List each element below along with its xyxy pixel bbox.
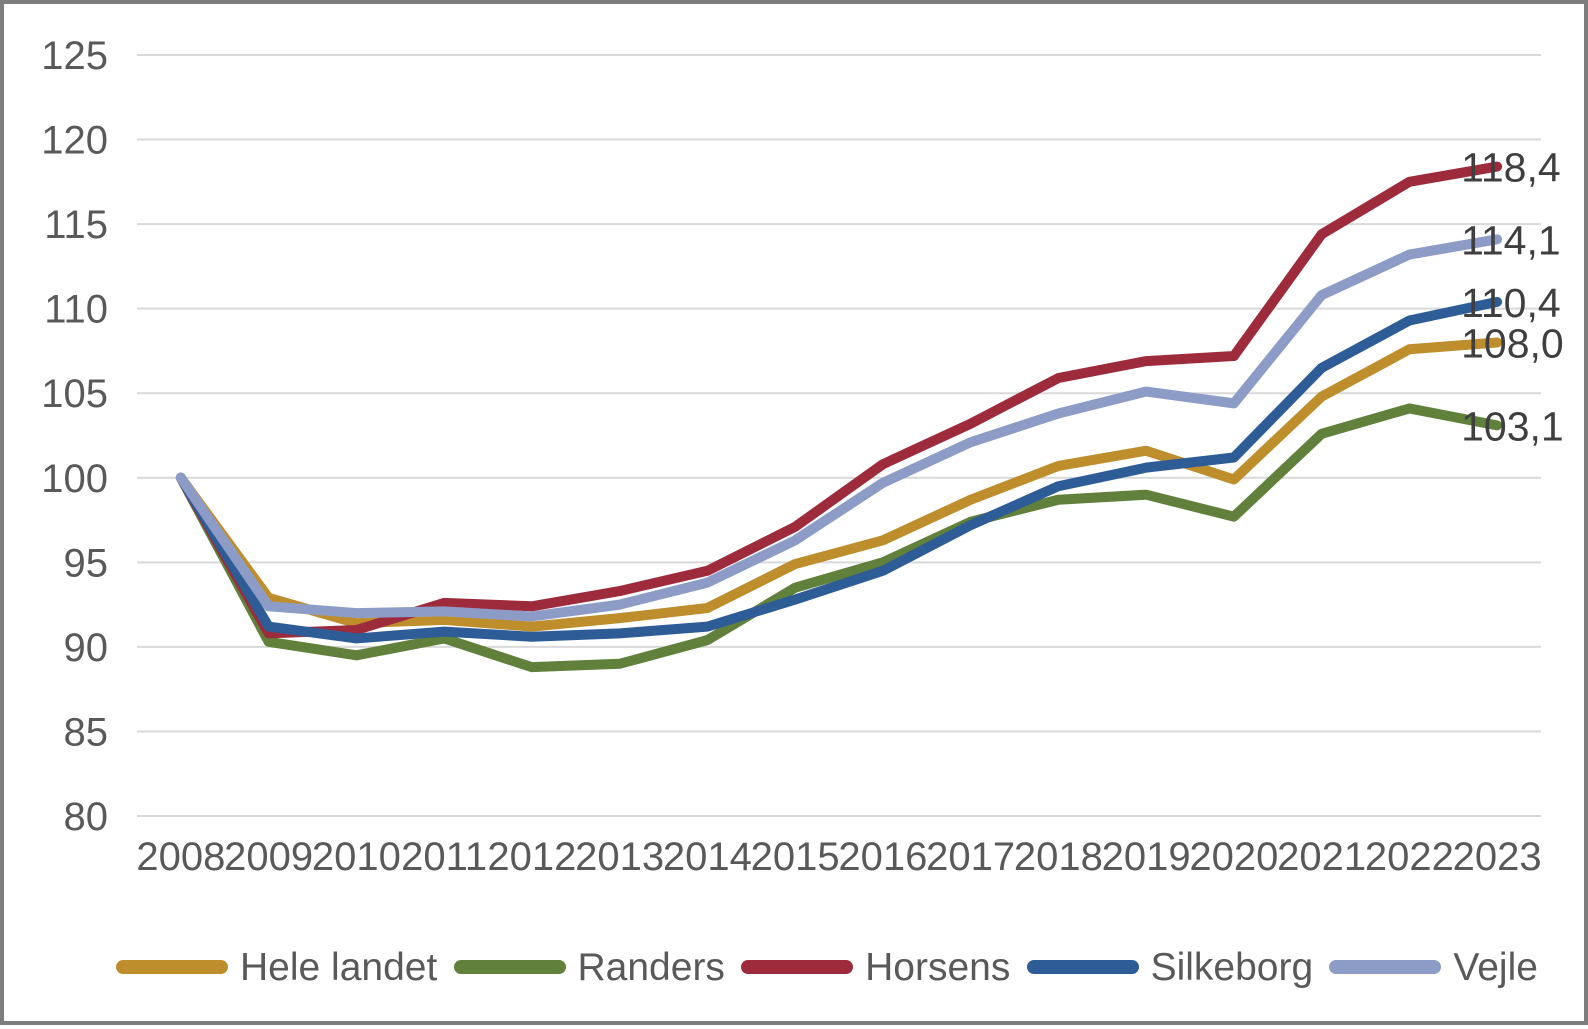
chart-legend: Hele landet Randers Horsens Silkeborg Ve… <box>116 932 1538 1002</box>
legend-label-horsens: Horsens <box>865 945 1011 989</box>
x-axis-tick-label: 2014 <box>663 835 752 879</box>
series-end-label-horsens: 118,4 <box>1461 145 1561 191</box>
y-axis-tick-label: 110 <box>44 288 108 332</box>
y-axis-tick-label: 80 <box>64 795 109 839</box>
x-axis-tick-label: 2017 <box>926 835 1015 879</box>
x-axis-tick-label: 2015 <box>751 835 840 879</box>
x-axis-tick-label: 2010 <box>312 835 401 879</box>
x-axis-tick-label: 2011 <box>401 835 487 879</box>
x-axis-tick-label: 2012 <box>487 835 576 879</box>
legend-item-hele-landet: Hele landet <box>116 948 437 987</box>
y-axis-tick-label: 105 <box>41 372 108 416</box>
legend-swatch-vejle <box>1329 960 1442 974</box>
legend-item-vejle: Vejle <box>1329 948 1538 987</box>
series-end-label-vejle: 114,1 <box>1461 217 1561 263</box>
legend-label-hele-landet: Hele landet <box>240 945 438 989</box>
x-axis-tick-label: 2016 <box>838 835 927 879</box>
legend-label-vejle: Vejle <box>1453 945 1538 989</box>
series-line-randers <box>175 403 1503 673</box>
y-axis-tick-label: 85 <box>64 710 109 754</box>
y-axis-tick-label: 100 <box>41 457 108 501</box>
series-end-label-randers: 103,1 <box>1461 403 1564 449</box>
legend-item-silkeborg: Silkeborg <box>1026 945 1314 989</box>
y-axis-tick-label: 95 <box>64 541 109 585</box>
series-line-vejle <box>175 234 1503 622</box>
series-line-silkeborg <box>175 296 1503 644</box>
series-line-horsens <box>175 161 1503 639</box>
legend-swatch-randers <box>453 960 566 974</box>
legend-swatch-silkeborg <box>1026 960 1139 974</box>
legend-label-randers: Randers <box>577 945 725 989</box>
y-axis-tick-label: 120 <box>41 119 108 163</box>
x-axis-tick-label: 2018 <box>1014 835 1103 879</box>
x-axis-tick-label: 2009 <box>224 835 313 879</box>
y-axis-tick-label: 115 <box>44 203 108 247</box>
x-axis-tick-label: 2021 <box>1277 835 1366 879</box>
x-axis-tick-label: 2022 <box>1365 835 1454 879</box>
x-axis-tick-label: 2013 <box>575 835 664 879</box>
legend-item-randers: Randers <box>453 945 725 989</box>
x-axis-tick-label: 2023 <box>1453 835 1542 879</box>
series-end-label-hele-landet: 108,0 <box>1461 320 1564 366</box>
x-axis-tick-label: 2020 <box>1189 835 1278 879</box>
legend-item-horsens: Horsens <box>741 948 1010 987</box>
legend-label-silkeborg: Silkeborg <box>1150 945 1314 989</box>
y-axis-tick-label: 90 <box>64 626 109 670</box>
series-end-label-silkeborg: 110,4 <box>1461 280 1561 326</box>
legend-swatch-horsens <box>741 960 854 974</box>
legend-swatch-hele-landet <box>116 960 228 974</box>
x-axis-tick-label: 2019 <box>1102 835 1191 879</box>
x-axis-tick-label: 2008 <box>136 835 225 879</box>
y-axis-tick-label: 125 <box>41 34 108 78</box>
